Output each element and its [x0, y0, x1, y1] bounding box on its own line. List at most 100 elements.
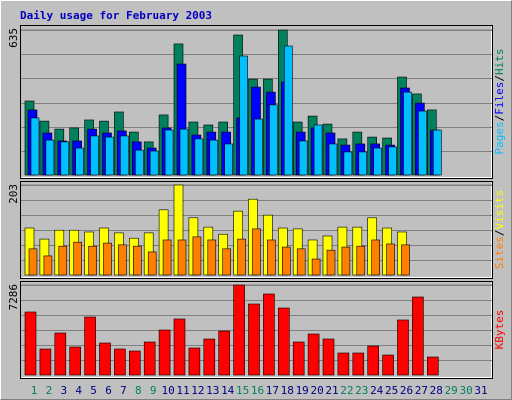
bar: [358, 151, 368, 176]
bar: [203, 338, 216, 376]
legend-separator: /: [493, 75, 506, 82]
y-tick-label: 635: [7, 28, 20, 48]
bar: [343, 151, 353, 176]
bar: [371, 239, 381, 276]
x-tick-label: 22: [340, 384, 353, 397]
bar: [248, 303, 260, 376]
bar: [192, 236, 202, 276]
bar: [269, 104, 278, 176]
x-tick-label: 1: [31, 384, 38, 397]
bar: [43, 255, 53, 276]
bar: [263, 293, 275, 376]
legend: Pages/Files/Hits: [493, 49, 506, 155]
x-tick-label: 30: [459, 384, 472, 397]
bar: [224, 143, 233, 176]
legend-separator: /: [493, 115, 506, 122]
x-tick-label: 4: [75, 384, 82, 397]
x-tick-label: 3: [60, 384, 67, 397]
x-tick-label: 5: [90, 384, 97, 397]
bar: [311, 258, 321, 276]
x-tick-label: 24: [370, 384, 384, 397]
bar: [218, 330, 230, 376]
x-tick-label: 31: [474, 384, 487, 397]
x-tick-label: 17: [266, 384, 279, 397]
bar: [158, 329, 171, 376]
bar: [69, 346, 81, 376]
bar: [114, 348, 126, 376]
y-tick-label: 203: [7, 184, 20, 204]
bar: [277, 307, 290, 376]
bar: [367, 345, 380, 376]
x-tick-label: 14: [221, 384, 235, 397]
bar: [129, 350, 141, 376]
x-tick-label: 12: [191, 384, 204, 397]
bar: [254, 118, 263, 176]
bar: [118, 244, 127, 276]
x-tick-label: 6: [105, 384, 112, 397]
bar: [222, 248, 231, 276]
x-tick-label: 7: [120, 384, 127, 397]
bar: [426, 356, 439, 376]
bar: [401, 244, 410, 276]
bar: [388, 146, 397, 176]
bar: [24, 311, 37, 376]
bar: [432, 129, 442, 176]
x-tick-label: 19: [296, 384, 309, 397]
bar: [296, 248, 306, 276]
bar: [239, 55, 248, 176]
bar: [418, 110, 427, 176]
bar: [373, 147, 383, 176]
bar: [252, 228, 261, 276]
bar: [298, 140, 308, 176]
bar: [60, 141, 70, 176]
bar: [188, 347, 201, 376]
bar: [88, 245, 97, 276]
bar: [179, 128, 189, 176]
bar: [173, 318, 186, 376]
legend-entry: Pages: [493, 121, 506, 154]
bar: [103, 242, 112, 276]
bar: [194, 138, 204, 176]
bar: [99, 342, 111, 376]
bar: [84, 316, 96, 376]
bar: [382, 354, 394, 376]
legend-entry: Hits: [493, 49, 506, 76]
legend-entry: Sites: [493, 236, 506, 269]
bar: [356, 245, 366, 276]
bar: [337, 352, 350, 376]
x-tick-label: 10: [161, 384, 174, 397]
legend: KBytes: [493, 310, 506, 350]
bar: [39, 348, 52, 376]
bar: [45, 139, 55, 176]
bar: [307, 333, 320, 376]
legend-entry: Files: [493, 82, 506, 115]
bar: [164, 129, 174, 176]
bar: [283, 45, 293, 176]
bar: [207, 239, 217, 276]
legend-entry: KBytes: [493, 310, 506, 350]
x-tick-label: 16: [251, 384, 264, 397]
bar: [90, 135, 99, 176]
bar: [403, 91, 412, 176]
legend-entry: Visits: [493, 190, 506, 230]
x-tick-label: 26: [400, 384, 413, 397]
bar: [28, 248, 38, 276]
bar: [386, 243, 395, 276]
bar: [341, 246, 351, 276]
bar: [105, 136, 114, 176]
x-tick-label: 15: [236, 384, 249, 397]
bar: [209, 139, 219, 176]
chart-title: Daily usage for February 2003: [20, 9, 212, 22]
bar: [237, 238, 246, 276]
bar: [143, 341, 156, 376]
bar: [292, 341, 305, 376]
bar: [135, 149, 144, 176]
panel-bevel: [21, 26, 492, 178]
legend: Sites/Visits: [493, 190, 506, 270]
bar: [328, 143, 338, 176]
x-tick-label: 18: [281, 384, 294, 397]
x-tick-label: 20: [310, 384, 323, 397]
x-tick-label: 25: [385, 384, 398, 397]
panel-bevel: [21, 182, 492, 278]
